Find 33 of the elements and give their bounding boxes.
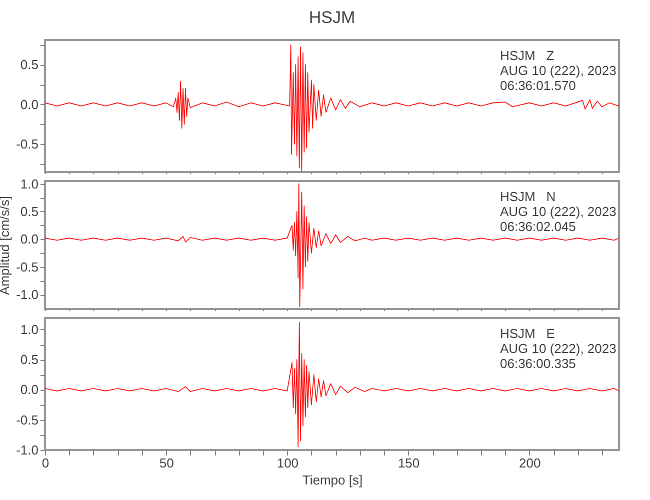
x-tick-label: 0 <box>42 456 50 470</box>
y-tick-label: -0.5 <box>16 136 38 152</box>
annotation: 06:36:01.570 <box>500 78 576 93</box>
y-tick-label: 0.0 <box>20 232 38 247</box>
x-axis-title: Tiempo [s] <box>302 472 363 488</box>
y-tick-label: 0.5 <box>20 57 38 72</box>
y-tick-label: 1.0 <box>20 176 38 192</box>
y-tick-label: -1.0 <box>16 287 38 302</box>
y-tick-label: 0.0 <box>20 382 38 398</box>
line-series <box>45 44 619 172</box>
x-tick-label: 200 <box>519 456 541 470</box>
y-tick-label: 0.5 <box>20 204 38 219</box>
y-tick-label: -0.5 <box>16 259 38 274</box>
chart-title: HSJM <box>308 8 356 27</box>
annotation: HSJM Z <box>500 48 554 63</box>
annotation: 06:36:02.045 <box>500 219 576 234</box>
annotation: HSJM N <box>500 189 556 204</box>
x-tick-label: 150 <box>398 456 420 470</box>
annotation: HSJM E <box>500 326 556 341</box>
line-series <box>45 183 619 308</box>
annotation: AUG 10 (222), 2023 <box>500 204 616 219</box>
y-tick-label: 0.0 <box>20 96 38 112</box>
annotation: AUG 10 (222), 2023 <box>500 341 616 356</box>
x-tick-label: 50 <box>159 456 174 470</box>
y-tick-label: 1.0 <box>20 322 38 337</box>
y-axis-title: Amplitud [cm/s/s] <box>0 196 12 295</box>
annotation: 06:36:00.335 <box>500 356 576 371</box>
annotation: AUG 10 (222), 2023 <box>500 63 616 78</box>
x-tick-label: 100 <box>276 456 299 470</box>
y-tick-label: 0.5 <box>20 352 38 368</box>
line-series <box>45 322 619 448</box>
y-tick-label: -0.5 <box>16 412 38 428</box>
y-tick-label: -1.0 <box>16 442 38 458</box>
